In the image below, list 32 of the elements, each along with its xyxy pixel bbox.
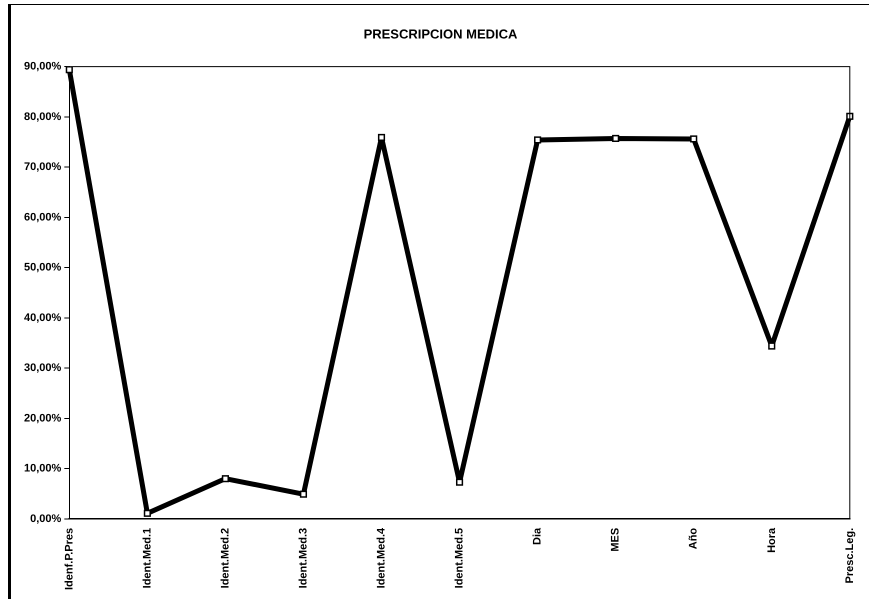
x-tick-label: Dia bbox=[532, 526, 544, 545]
y-tick-label: 60,00% bbox=[24, 211, 62, 224]
point bbox=[768, 342, 776, 350]
x-tick-label: Idenf.P.Pres bbox=[63, 528, 76, 590]
y-tick-label: 50,00% bbox=[24, 262, 62, 274]
y-tick-label: 80,00% bbox=[24, 110, 62, 123]
point bbox=[300, 490, 308, 498]
y-tick-label: 10,00% bbox=[24, 462, 62, 475]
y-tick-label: 70,00% bbox=[24, 161, 62, 174]
y-tick-label: 0,00% bbox=[30, 512, 62, 525]
x-tick-label: Ident.Med.4 bbox=[376, 526, 388, 588]
point bbox=[534, 136, 542, 144]
point bbox=[144, 510, 151, 517]
y-tick-label: 90,00% bbox=[24, 60, 62, 73]
chart-title: PRESCRIPCION MEDICA bbox=[364, 26, 518, 42]
y-tick-label: 30,00% bbox=[24, 362, 62, 374]
x-tick-label: Ident.Med.1 bbox=[141, 528, 154, 588]
x-tick-label: Hora bbox=[766, 526, 778, 553]
y-tick-label: 20,00% bbox=[24, 412, 62, 424]
point bbox=[222, 475, 229, 482]
point bbox=[846, 112, 854, 120]
x-tick-label: Año bbox=[688, 528, 700, 550]
y-tick-label: 40,00% bbox=[24, 312, 62, 324]
point bbox=[612, 134, 620, 142]
point bbox=[690, 135, 698, 143]
point bbox=[456, 478, 464, 486]
x-tick-label: Ident.Med.2 bbox=[219, 528, 232, 588]
x-tick-label: MES bbox=[610, 528, 622, 552]
x-tick-label: Ident.Med.5 bbox=[454, 528, 466, 588]
point bbox=[378, 134, 386, 142]
x-tick-label: Ident.Med.3 bbox=[297, 528, 310, 588]
x-tick-label: Presc.Leg. bbox=[844, 528, 856, 584]
